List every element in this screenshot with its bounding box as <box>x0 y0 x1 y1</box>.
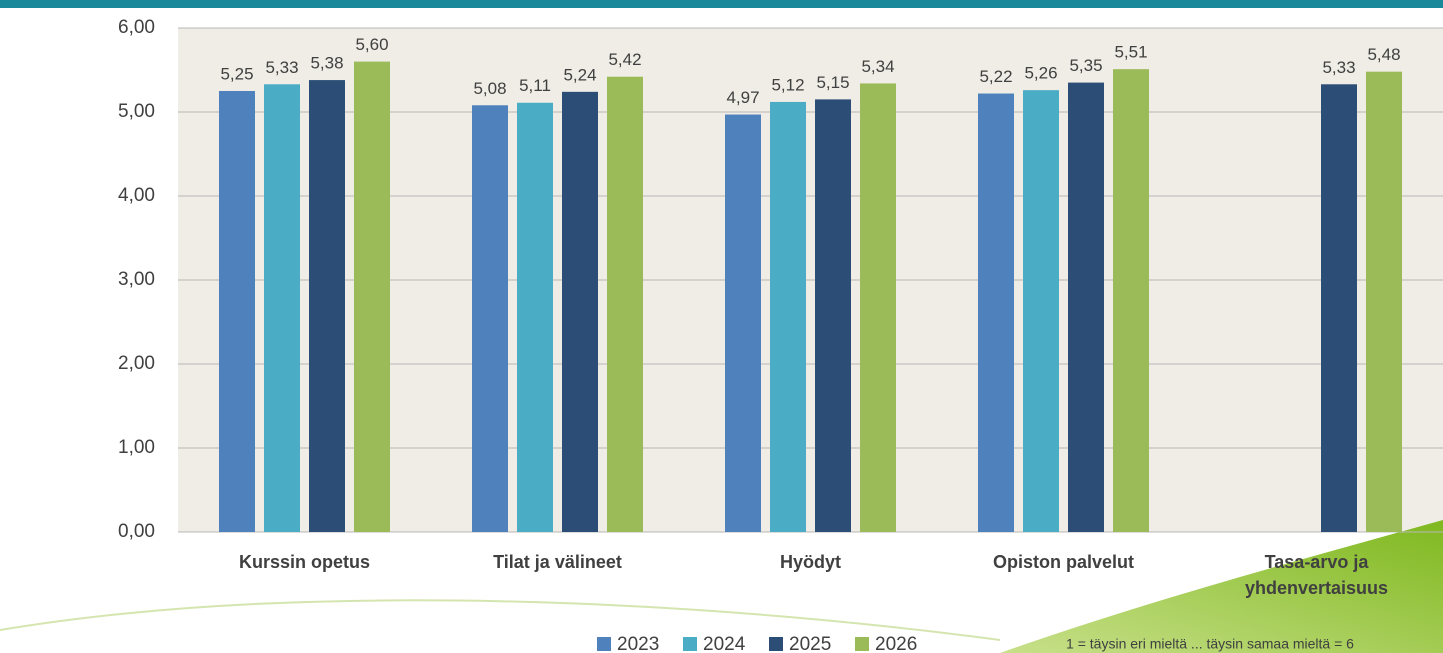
value-label: 5,35 <box>1069 56 1102 75</box>
bar <box>725 115 761 532</box>
y-tick-label: 6,00 <box>118 17 155 38</box>
legend-swatch <box>769 637 783 651</box>
value-label: 4,97 <box>726 88 759 107</box>
value-label: 5,33 <box>1322 58 1355 77</box>
bar <box>978 94 1014 532</box>
value-label: 5,42 <box>608 50 641 69</box>
bar <box>517 103 553 532</box>
value-label: 5,22 <box>979 67 1012 86</box>
bar <box>1321 84 1357 532</box>
y-tick-label: 0,00 <box>118 521 155 542</box>
x-tick-label: Tasa-arvo ja yhdenvertaisuus <box>1207 549 1427 601</box>
value-label: 5,11 <box>519 76 551 95</box>
bar <box>860 83 896 532</box>
legend-swatch <box>683 637 697 651</box>
x-tick-label: Opiston palvelut <box>954 549 1174 575</box>
bar <box>309 80 345 532</box>
value-label: 5,12 <box>771 75 804 94</box>
value-label: 5,60 <box>355 35 388 54</box>
legend-label: 2024 <box>703 634 746 653</box>
page: 1 = täysin eri mieltä ... täysin samaa m… <box>0 0 1443 653</box>
legend-swatch <box>597 637 611 651</box>
bar <box>607 77 643 532</box>
value-label: 5,26 <box>1024 64 1057 83</box>
value-label: 5,34 <box>861 57 894 76</box>
value-label: 5,25 <box>220 64 253 83</box>
bar <box>1068 83 1104 532</box>
value-label: 5,48 <box>1367 45 1400 64</box>
bar <box>562 92 598 532</box>
bar <box>472 105 508 532</box>
y-tick-label: 2,00 <box>118 353 155 374</box>
y-tick-label: 4,00 <box>118 185 155 206</box>
y-tick-label: 5,00 <box>118 101 155 122</box>
bar <box>219 91 255 532</box>
value-label: 5,08 <box>473 79 506 98</box>
y-tick-label: 3,00 <box>118 269 155 290</box>
x-tick-label: Kurssin opetus <box>195 549 415 575</box>
bar <box>354 62 390 532</box>
x-tick-label: Hyödyt <box>701 549 921 575</box>
value-label: 5,38 <box>310 54 343 73</box>
value-label: 5,33 <box>265 58 298 77</box>
legend-swatch <box>855 637 869 651</box>
legend-label: 2026 <box>875 634 917 653</box>
bar <box>815 99 851 532</box>
bar <box>1113 69 1149 532</box>
legend-label: 2025 <box>789 634 831 653</box>
bar <box>770 102 806 532</box>
bar <box>1366 72 1402 532</box>
value-label: 5,15 <box>816 73 849 92</box>
note: 1 = täysin eri mieltä ... täysin samaa m… <box>1066 636 1354 652</box>
top-bar <box>0 0 1443 8</box>
x-tick-label: Tilat ja välineet <box>448 549 668 575</box>
value-label: 5,24 <box>563 65 596 84</box>
legend-label: 2023 <box>617 634 659 653</box>
decoration <box>0 600 1000 640</box>
y-tick-label: 1,00 <box>118 437 155 458</box>
bar <box>1023 90 1059 532</box>
bar <box>264 84 300 532</box>
value-label: 5,51 <box>1114 43 1147 62</box>
